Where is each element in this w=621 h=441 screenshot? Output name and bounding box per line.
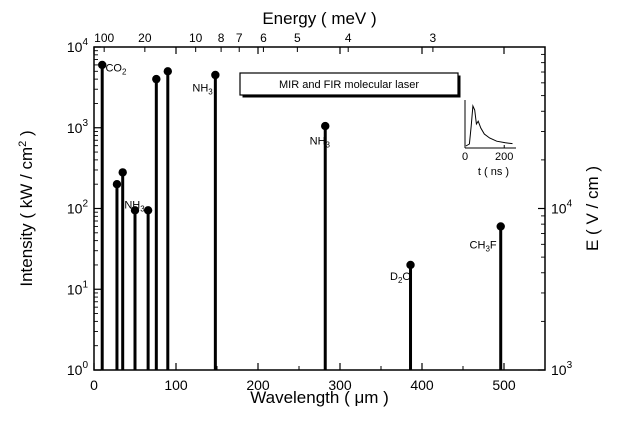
legend-box (239, 72, 459, 96)
line-annotation: CO2 (105, 62, 127, 76)
inset-x-label: t ( ns ) (478, 166, 509, 178)
y2-tick-label: 104 (551, 199, 573, 217)
top-tick-label: 6 (260, 31, 267, 45)
laser-line-point (130, 206, 140, 215)
x-tick-label: 0 (90, 377, 98, 393)
top-tick-label: 7 (236, 31, 243, 45)
laser-line-point (163, 67, 172, 76)
inset-tick-label: 200 (495, 151, 513, 163)
top-tick-label: 3 (430, 31, 437, 45)
x-tick-label: 400 (410, 377, 434, 393)
y-tick-label: 100 (67, 360, 89, 378)
legend-box-label: MIR and FIR molecular laser (279, 79, 419, 91)
y-tick-label: 104 (67, 37, 89, 55)
laser-line-point (143, 206, 153, 215)
y-tick-label: 101 (67, 279, 89, 297)
top-tick-label: 8 (218, 31, 225, 45)
line-annotation: NH3 (124, 200, 145, 214)
line-annotation: CH3F (470, 239, 497, 253)
top-tick-label: 100 (94, 31, 114, 45)
top-tick-label: 20 (138, 31, 152, 45)
x-tick-label: 100 (164, 377, 188, 393)
line-annotation: NH3 (310, 136, 331, 150)
laser-line-point (496, 222, 505, 231)
y-axis-title: Intensity ( kW / cm2 ) (17, 130, 36, 286)
line-annotation: D2O (390, 271, 411, 285)
laser-line-point (211, 70, 220, 80)
line-annotation: NH3 (192, 83, 213, 97)
top-tick-label: 4 (345, 31, 352, 45)
laser-line-point (406, 260, 415, 270)
laser-line-point (118, 168, 127, 177)
inset-tick-label: 0 (462, 151, 468, 163)
top-tick-label: 10 (189, 31, 203, 45)
x-tick-label: 500 (492, 377, 516, 393)
laser-line-point (321, 121, 330, 131)
x-tick-label: 200 (246, 377, 270, 393)
y2-axis-title: E ( V / cm ) (583, 166, 602, 251)
y-tick-label: 103 (67, 118, 89, 136)
laser-line-point (98, 60, 107, 70)
laser-line-point (152, 74, 161, 84)
y2-tick-label: 103 (551, 360, 573, 378)
laser-line-point (112, 179, 122, 189)
x-tick-label: 300 (328, 377, 352, 393)
top-axis-title: Energy ( meV ) (262, 9, 376, 28)
inset-pulse-trace (465, 104, 513, 147)
top-tick-label: 5 (294, 31, 301, 45)
y-tick-label: 102 (67, 199, 89, 217)
x-axis-title: Wavelength ( μm ) (250, 388, 389, 407)
